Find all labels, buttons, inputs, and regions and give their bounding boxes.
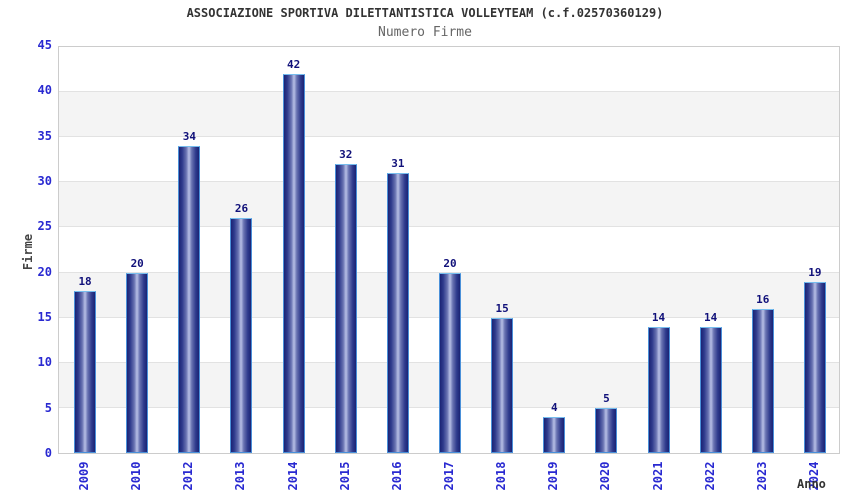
x-tick-label-2020: 2020 bbox=[598, 461, 613, 491]
bar-2009 bbox=[74, 290, 97, 453]
value-label-2024: 19 bbox=[808, 265, 822, 279]
gridline bbox=[59, 91, 839, 93]
x-tick-label-2009: 2009 bbox=[77, 461, 92, 491]
x-tick-label-2015: 2015 bbox=[337, 461, 352, 491]
x-tick-label-2012: 2012 bbox=[181, 461, 196, 491]
value-label-2023: 16 bbox=[756, 292, 770, 306]
chart-subtitle: Numero Firme bbox=[378, 25, 472, 40]
value-label-2018: 15 bbox=[495, 301, 509, 315]
plot-band bbox=[59, 92, 839, 138]
bar-2013 bbox=[230, 218, 253, 453]
value-label-2013: 26 bbox=[234, 202, 249, 216]
value-label-2021: 14 bbox=[651, 310, 666, 324]
x-tick-label-2010: 2010 bbox=[129, 461, 144, 491]
bar-2022 bbox=[699, 326, 722, 453]
value-label-2016: 31 bbox=[391, 157, 405, 171]
y-tick-label-40: 40 bbox=[37, 83, 52, 98]
bar-2024 bbox=[803, 281, 826, 453]
value-label-2019: 4 bbox=[550, 400, 558, 414]
value-label-2022: 14 bbox=[704, 310, 718, 324]
value-label-2009: 18 bbox=[78, 274, 92, 288]
x-axis-title: Anno bbox=[797, 477, 826, 491]
bar-2018 bbox=[491, 317, 514, 453]
x-tick-label-2018: 2018 bbox=[494, 461, 509, 491]
bar-2010 bbox=[126, 272, 149, 453]
gridline bbox=[59, 181, 839, 183]
gridline bbox=[59, 226, 839, 228]
bar-2016 bbox=[386, 173, 409, 453]
x-tick-label-2014: 2014 bbox=[285, 461, 300, 491]
y-axis-title: Firme bbox=[21, 233, 35, 271]
y-tick-label-0: 0 bbox=[44, 446, 52, 460]
x-tick-label-2023: 2023 bbox=[754, 461, 769, 491]
y-tick-label-30: 30 bbox=[37, 174, 52, 188]
value-label-2012: 34 bbox=[182, 130, 196, 144]
y-tick-label-5: 5 bbox=[44, 400, 52, 415]
bar-2015 bbox=[334, 164, 357, 453]
value-label-2017: 20 bbox=[443, 256, 457, 270]
bar-2012 bbox=[178, 146, 201, 453]
bar-2021 bbox=[647, 326, 670, 453]
x-tick-label-2013: 2013 bbox=[233, 461, 248, 491]
x-tick-label-2022: 2022 bbox=[702, 461, 717, 491]
gridline bbox=[59, 136, 839, 138]
y-tick-label-15: 15 bbox=[37, 310, 52, 324]
x-tick-label-2019: 2019 bbox=[546, 461, 561, 491]
bar-2019 bbox=[543, 416, 566, 453]
x-tick-label-2017: 2017 bbox=[442, 461, 456, 491]
gridline bbox=[59, 271, 839, 273]
bar-2020 bbox=[595, 407, 618, 453]
y-tick-label-35: 35 bbox=[37, 128, 52, 143]
plot-area: 18 20 34 26 42 32 31 20 15 4 5 14 14 16 19 bbox=[58, 46, 840, 454]
x-tick-label-2016: 2016 bbox=[389, 461, 404, 491]
bar-2017 bbox=[439, 272, 461, 453]
chart-title: ASSOCIAZIONE SPORTIVA DILETTANTISTICA VO… bbox=[186, 6, 664, 20]
x-tick-label-2021: 2021 bbox=[650, 461, 665, 491]
value-label-2015: 32 bbox=[339, 148, 353, 162]
value-label-2014: 42 bbox=[286, 58, 301, 72]
plot-band bbox=[59, 182, 839, 228]
y-tick-label-45: 45 bbox=[37, 38, 52, 52]
value-label-2010: 20 bbox=[130, 256, 144, 270]
bar-2023 bbox=[751, 308, 774, 453]
bar-2014 bbox=[282, 74, 305, 453]
y-tick-label-10: 10 bbox=[37, 355, 52, 370]
value-label-2020: 5 bbox=[603, 391, 610, 405]
